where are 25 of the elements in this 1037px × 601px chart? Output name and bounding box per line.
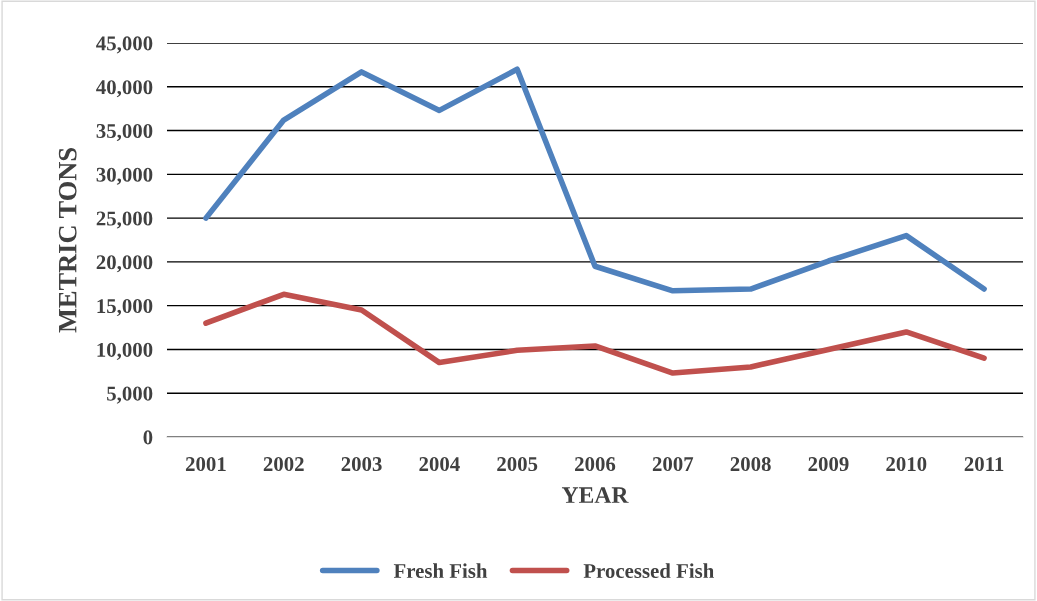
x-tick-label: 2009: [808, 457, 849, 472]
y-tick-label: 25,000: [96, 211, 153, 229]
y-tick-label: 15,000: [97, 299, 153, 317]
x-tick-label: 2001: [185, 457, 226, 472]
y-tick-label: 0: [143, 430, 153, 445]
y-tick-label: 10,000: [97, 342, 153, 360]
y-tick-label: 5,000: [107, 386, 153, 404]
x-tick-label: 2005: [497, 457, 538, 472]
x-tick-label: 2008: [730, 457, 771, 472]
x-tick-label: 2011: [964, 457, 1004, 472]
x-tick-label: 2004: [419, 457, 460, 472]
x-tick-label: 2006: [575, 457, 616, 472]
y-tick-label: 45,000: [96, 36, 153, 54]
x-tick-label: 2010: [886, 457, 927, 472]
x-axis-title: YEAR: [561, 487, 629, 503]
y-axis-title: METRIC TONS: [58, 148, 77, 333]
y-tick-label: 20,000: [96, 255, 153, 273]
legend-label: Processed Fish: [583, 563, 714, 579]
y-tick-label: 40,000: [96, 80, 153, 98]
legend-label: Fresh Fish: [393, 563, 488, 579]
y-tick-label: 30,000: [96, 167, 153, 185]
y-tick-label: 35,000: [96, 123, 153, 142]
x-tick-label: 2007: [652, 457, 694, 472]
x-tick-label: 2002: [263, 457, 304, 472]
x-tick-label: 2003: [341, 457, 382, 472]
